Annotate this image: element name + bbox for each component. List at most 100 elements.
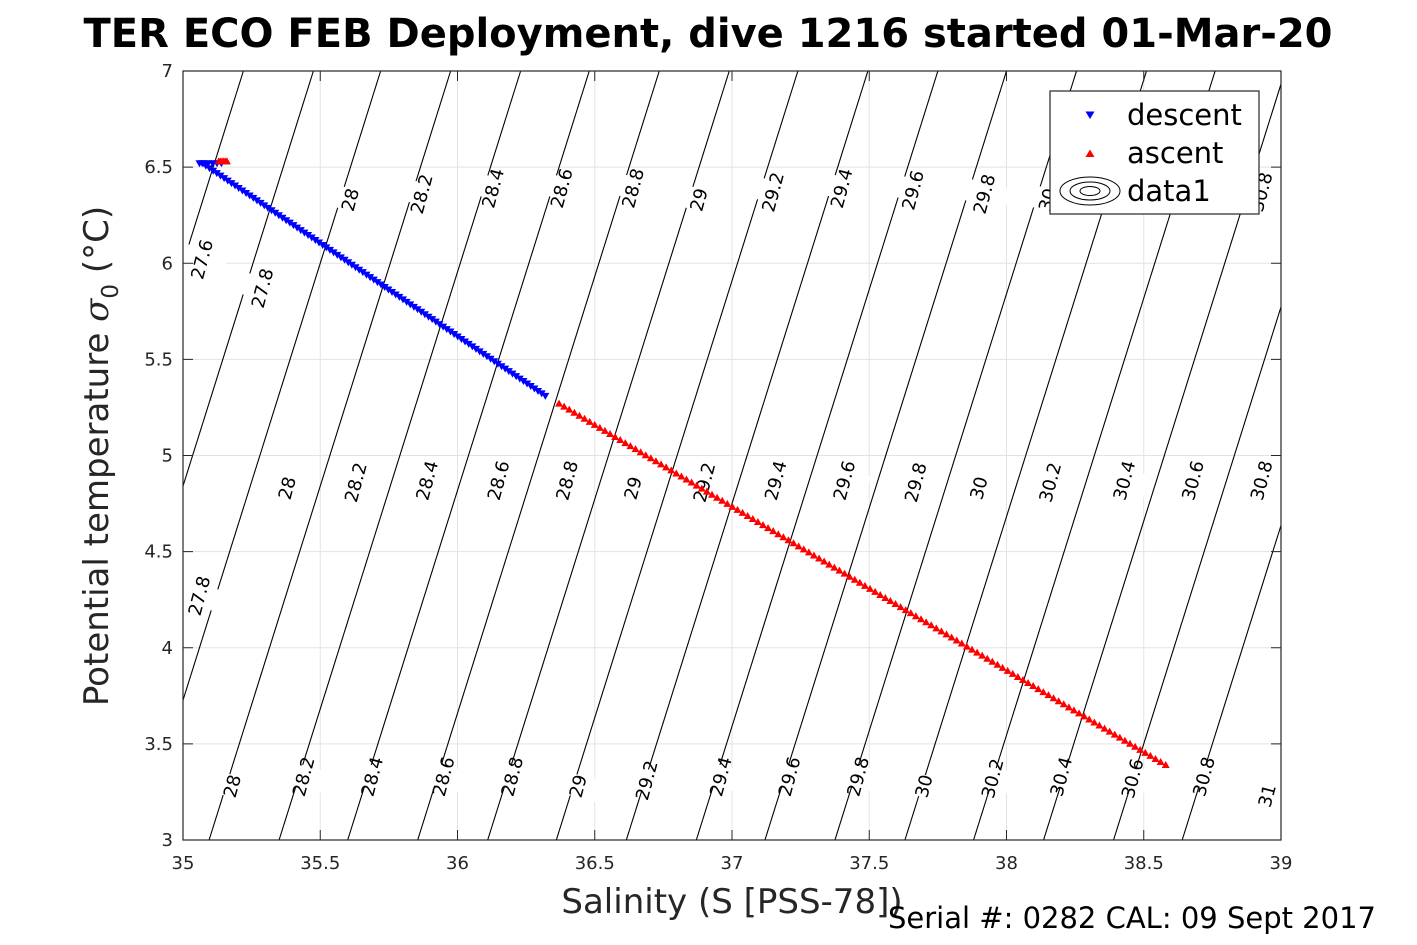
point-descent xyxy=(504,368,513,376)
point-descent xyxy=(541,392,550,400)
point-ascent xyxy=(646,454,655,462)
point-descent xyxy=(336,254,345,262)
point-descent xyxy=(479,350,488,358)
point-ascent xyxy=(1013,672,1022,680)
point-ascent xyxy=(769,527,778,535)
contour-label-bg xyxy=(552,769,605,804)
point-descent xyxy=(391,291,400,299)
contour-label-bg xyxy=(472,463,525,498)
point-descent xyxy=(293,224,302,232)
point-ascent xyxy=(687,478,696,486)
contour-label-bg xyxy=(541,463,594,498)
contour-label-bg xyxy=(694,759,748,794)
point-descent xyxy=(238,187,247,195)
point-ascent xyxy=(901,606,910,614)
point-ascent xyxy=(1090,718,1099,726)
point-ascent xyxy=(983,654,992,662)
point-ascent xyxy=(881,593,890,601)
point-ascent xyxy=(621,439,630,447)
point-ascent xyxy=(830,563,839,571)
contour-label-bg xyxy=(1235,463,1288,498)
point-ascent xyxy=(1115,733,1124,741)
contour-label-bg xyxy=(261,471,314,506)
point-ascent xyxy=(595,423,604,431)
point-descent xyxy=(245,192,254,200)
point-descent xyxy=(450,331,459,339)
point-ascent xyxy=(753,518,762,526)
point-descent xyxy=(325,246,334,254)
point-ascent xyxy=(636,448,645,456)
chart-title: TER ECO FEB Deployment, dive 1216 starte… xyxy=(83,11,1332,57)
point-ascent xyxy=(672,469,681,477)
point-descent xyxy=(377,281,386,289)
x-tick-label: 38 xyxy=(995,853,1018,874)
point-ascent xyxy=(1136,745,1145,753)
point-descent xyxy=(464,340,473,348)
point-ascent xyxy=(1161,761,1170,769)
point-descent xyxy=(398,296,407,304)
contour-label-bg xyxy=(1167,463,1220,498)
contour-label-bg xyxy=(401,463,454,498)
point-descent xyxy=(344,259,353,267)
contour-label-bg xyxy=(1098,463,1151,498)
contour-label-bg xyxy=(395,177,448,211)
point-descent xyxy=(413,306,422,314)
point-descent xyxy=(369,276,378,284)
point-ascent xyxy=(840,569,849,577)
point-ascent xyxy=(784,536,793,544)
point-ascent xyxy=(1126,739,1135,747)
point-descent xyxy=(242,189,251,197)
point-descent xyxy=(366,274,375,282)
contour-label-bg xyxy=(1035,759,1088,794)
point-descent xyxy=(307,234,316,242)
point-descent xyxy=(351,264,360,272)
contour-line-29.4 xyxy=(625,71,869,840)
point-descent xyxy=(523,380,532,388)
point-ascent xyxy=(641,451,650,459)
contour-label-bg xyxy=(747,175,800,209)
point-descent xyxy=(402,298,411,306)
point-descent xyxy=(267,207,276,215)
point-descent xyxy=(446,328,455,336)
point-ascent xyxy=(922,618,931,626)
point-ascent xyxy=(1141,748,1150,756)
point-descent xyxy=(428,316,437,324)
point-ascent xyxy=(560,402,569,410)
point-descent xyxy=(373,279,382,287)
point-descent xyxy=(468,343,477,351)
point-ascent xyxy=(779,533,788,541)
contour-label-bg xyxy=(535,171,588,206)
point-descent xyxy=(380,284,389,292)
point-descent xyxy=(490,358,499,366)
point-descent xyxy=(362,271,371,279)
point-ascent xyxy=(728,502,737,510)
point-ascent xyxy=(657,460,666,468)
contour-label-bg xyxy=(486,759,539,794)
point-descent xyxy=(442,326,451,334)
point-descent xyxy=(431,318,440,326)
point-descent xyxy=(501,365,510,373)
point-ascent xyxy=(988,657,997,665)
point-ascent xyxy=(825,560,834,568)
contour-label-bg xyxy=(889,465,942,500)
point-descent xyxy=(318,241,327,249)
y-axis-label: Potential temperature σ0 (°C) xyxy=(77,206,124,706)
point-descent xyxy=(417,308,426,316)
point-ascent xyxy=(978,651,987,659)
point-descent xyxy=(435,321,444,329)
contour-label-bg xyxy=(176,242,229,277)
point-descent xyxy=(249,194,258,202)
point-ascent xyxy=(743,511,752,519)
contour-line-30.8 xyxy=(1113,305,1281,840)
point-descent xyxy=(406,301,415,309)
point-descent xyxy=(256,199,265,207)
x-tick-label: 35.5 xyxy=(300,853,340,874)
contour-label-bg xyxy=(953,471,1006,506)
contour-label-bg xyxy=(1241,778,1294,813)
point-descent xyxy=(461,338,470,346)
point-ascent xyxy=(927,621,936,629)
y-tick-label: 4.5 xyxy=(144,542,173,563)
y-tick-label: 5 xyxy=(162,446,173,467)
point-ascent xyxy=(764,524,773,532)
